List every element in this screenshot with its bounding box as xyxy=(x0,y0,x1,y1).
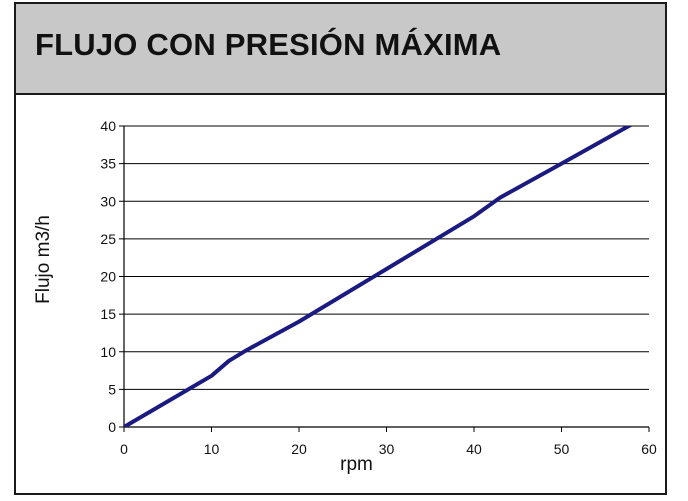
chart-title: FLUJO CON PRESIÓN MÁXIMA xyxy=(35,27,502,62)
y-tick-label-0: 0 xyxy=(108,419,116,435)
y-tick-labels: 0 5 10 15 20 25 30 35 40 xyxy=(100,118,116,435)
x-tick-label-6: 60 xyxy=(641,441,657,457)
x-tick-label-1: 10 xyxy=(204,441,220,457)
y-tick-label-1: 5 xyxy=(108,381,116,397)
axes xyxy=(119,125,650,432)
series-line-0 xyxy=(124,126,633,427)
y-tick-label-7: 35 xyxy=(100,156,116,172)
x-tick-labels: 0 10 20 30 40 50 60 xyxy=(120,441,657,457)
chart-header: FLUJO CON PRESIÓN MÁXIMA xyxy=(16,4,665,95)
x-axis-title: rpm xyxy=(340,454,373,475)
gridlines xyxy=(124,125,649,390)
x-tick-label-5: 50 xyxy=(554,441,570,457)
y-tick-label-6: 30 xyxy=(100,193,116,209)
y-tick-label-8: 40 xyxy=(100,118,116,134)
y-tick-label-5: 25 xyxy=(100,231,116,247)
y-axis-title: Flujo m3/h xyxy=(33,215,54,304)
y-tick-label-4: 20 xyxy=(100,269,116,285)
x-tick-label-0: 0 xyxy=(120,441,128,457)
x-tick-label-4: 40 xyxy=(466,441,482,457)
series-group xyxy=(124,126,633,427)
x-tick-label-3: 30 xyxy=(379,441,395,457)
y-tick-label-2: 10 xyxy=(100,344,116,360)
chart-panel: FLUJO CON PRESIÓN MÁXIMA xyxy=(14,2,667,495)
x-tick-label-2: 20 xyxy=(291,441,307,457)
y-tick-label-3: 15 xyxy=(100,306,116,322)
